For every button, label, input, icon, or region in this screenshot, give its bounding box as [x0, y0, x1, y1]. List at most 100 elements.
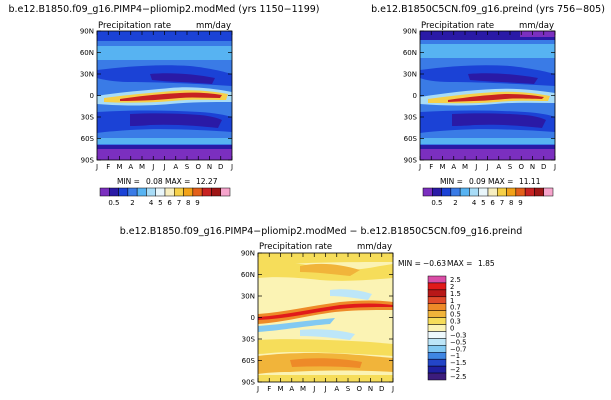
- panel-3-itcz-neg: [258, 318, 335, 332]
- panel-1-xtick-label: J: [230, 163, 233, 171]
- panel-3-field: [258, 253, 393, 382]
- panel-3-title: b.e12.B1850.f09_g16.PIMP4−pliomip2.modMe…: [120, 226, 523, 237]
- panel-3-xtick-label: S: [346, 385, 351, 393]
- panel-3-colorbar-label: −0.3: [450, 331, 467, 339]
- panel-3-colorbar-swatch: [427, 358, 447, 367]
- panel-1-band-nh-mid: [97, 46, 232, 60]
- panel-1-colorbar-swatch: [118, 187, 129, 197]
- panel-2-xtick-label: J: [485, 163, 488, 171]
- panel-2-ytick-label: 60N: [403, 49, 417, 57]
- panel-1-subtitle-right: mm/day: [196, 21, 231, 31]
- panel-3-subtitle-left: Precipitation rate: [259, 242, 332, 252]
- panel-1-xtick-label: F: [106, 163, 110, 171]
- panel-3-colorbar-label: −1: [450, 352, 460, 360]
- panel-3-ytick-label: 60N: [241, 271, 255, 279]
- panel-3-colorbar-swatch: [427, 282, 447, 291]
- panel-2-colorbar-label: 6: [490, 199, 495, 207]
- panel-2-arctic-purple: [520, 31, 555, 37]
- panel-3-xtick-label: J: [312, 385, 315, 393]
- panel-1-colorbar-swatch: [155, 187, 166, 197]
- panel-2-band-antarctic-edge: [420, 145, 555, 149]
- panel-3-colorbar-swatch: [427, 338, 447, 346]
- panel-3-xtick-label: M: [300, 385, 306, 393]
- panel-1-xtick-label: O: [195, 163, 201, 171]
- panel-2-colorbar-swatch: [432, 187, 442, 197]
- panel-3-ytick-label: 30N: [241, 293, 255, 301]
- panel-3-colorbar-label: −0.5: [450, 338, 467, 346]
- panel-2-colorbar-swatch: [497, 187, 507, 197]
- panel-3-itcz-pos-core: [258, 303, 393, 320]
- panel-1-ytick-label: 90N: [80, 28, 94, 36]
- panel-2-colorbar-label: 4: [472, 199, 477, 207]
- panel-1-colorbar-label: 8: [186, 199, 190, 207]
- panel-2-xtick-label: N: [530, 163, 535, 171]
- panel-2-max-value: 11.11: [519, 177, 541, 186]
- panel-3-xtick-label: A: [334, 385, 339, 393]
- panel-1-field: [97, 31, 232, 160]
- panel-1-xtick-label: J: [95, 163, 98, 171]
- panel-1-min-value: 0.08: [146, 177, 163, 186]
- panel-2-min-label: MIN =: [440, 177, 463, 186]
- panel-2-max-label: MAX =: [488, 177, 513, 186]
- panel-2-subtitle-left: Precipitation rate: [421, 21, 494, 31]
- panel-2-xtick-label: F: [429, 163, 433, 171]
- panel-2-nh-dry-core: [468, 73, 538, 84]
- panel-3-xtick-label: J: [256, 385, 259, 393]
- panel-3-colorbar-label: 2.5: [450, 276, 461, 284]
- panel-1-sh-dry-core: [130, 113, 222, 128]
- panel-3-colorbar-swatch: [427, 317, 447, 325]
- panel-3-nh-orange: [300, 263, 360, 276]
- panel-2-xtick-label: A: [451, 163, 456, 171]
- panel-1-ytick-label: 0: [90, 92, 94, 100]
- panel-1-xtick-label: A: [128, 163, 133, 171]
- panel-2-colorbar-swatch: [534, 187, 544, 197]
- panel-1-xtick-label: D: [218, 163, 223, 171]
- panel-1-colorbar-swatch: [136, 187, 147, 197]
- panel-1: b.e12.B1850.f09_g16.PIMP4−pliomip2.modMe…: [8, 4, 319, 207]
- panel-1-title: b.e12.B1850.f09_g16.PIMP4−pliomip2.modMe…: [8, 4, 319, 15]
- panel-3-ytick-label: 90N: [241, 250, 255, 258]
- panel-3-xtick-label: F: [267, 385, 271, 393]
- panel-1-colorbar-swatch: [183, 187, 194, 197]
- panel-2-xtick-label: J: [418, 163, 421, 171]
- panel-2-colorbar-swatch: [478, 187, 489, 197]
- panel-3-colorbar-swatch: [427, 303, 447, 311]
- panel-2-xtick-label: J: [553, 163, 556, 171]
- panel-3-min-value: −0.63: [423, 259, 446, 268]
- panel-2-ytick-label: 30N: [403, 71, 417, 79]
- panel-2-colorbar-swatch: [515, 187, 526, 197]
- panel-1-colorbar-swatch: [164, 187, 175, 197]
- panel-2-ytick-label: 90N: [403, 28, 417, 36]
- panel-1-colorbar-swatch: [192, 187, 203, 197]
- panel-1-colorbar-label: 4: [149, 199, 154, 207]
- panel-2-colorbar-label: 7: [500, 199, 504, 207]
- panel-2-xtick-label: S: [508, 163, 513, 171]
- panel-2-title: b.e12.B1850C5CN.f09_g16.preind (yrs 756−…: [371, 4, 605, 15]
- panel-2-colorbar-swatch: [459, 187, 470, 197]
- panel-3-xtick-label: D: [379, 385, 384, 393]
- panel-3-colorbar-swatch: [427, 352, 447, 360]
- panel-2-band-nh-mid: [420, 44, 555, 58]
- panel-3-ytick-label: 60S: [242, 357, 256, 365]
- panel-2-sh-dry-core: [452, 113, 546, 128]
- panel-3-colorbar-swatch: [427, 275, 447, 284]
- panel-3-colorbar-label: 2: [450, 283, 454, 291]
- panel-2-colorbar-swatch: [506, 187, 517, 197]
- panel-3-max-label: MAX =: [447, 259, 472, 268]
- panel-3-ytick-label: 90S: [242, 379, 256, 387]
- panel-1-colorbar-label: 5: [158, 199, 162, 207]
- panel-3-sh-blue: [300, 329, 355, 340]
- panel-3-colorbar-label: 1: [450, 297, 454, 305]
- panel-3-colorbar-label: 0.7: [450, 304, 461, 312]
- panel-1-colorbar-swatch: [220, 187, 231, 197]
- panel-3: b.e12.B1850.f09_g16.PIMP4−pliomip2.modMe…: [120, 226, 523, 393]
- panel-1-band-sh-storm: [97, 138, 232, 144]
- panel-2-colorbar-label: 9: [518, 199, 522, 207]
- panel-2-band-sh-storm: [420, 138, 555, 144]
- panel-2-ytick-label: 0: [413, 92, 417, 100]
- panel-3-ytick-label: 0: [251, 314, 255, 322]
- panel-1-colorbar-label: 7: [177, 199, 181, 207]
- panel-1-colorbar-swatch: [146, 187, 156, 197]
